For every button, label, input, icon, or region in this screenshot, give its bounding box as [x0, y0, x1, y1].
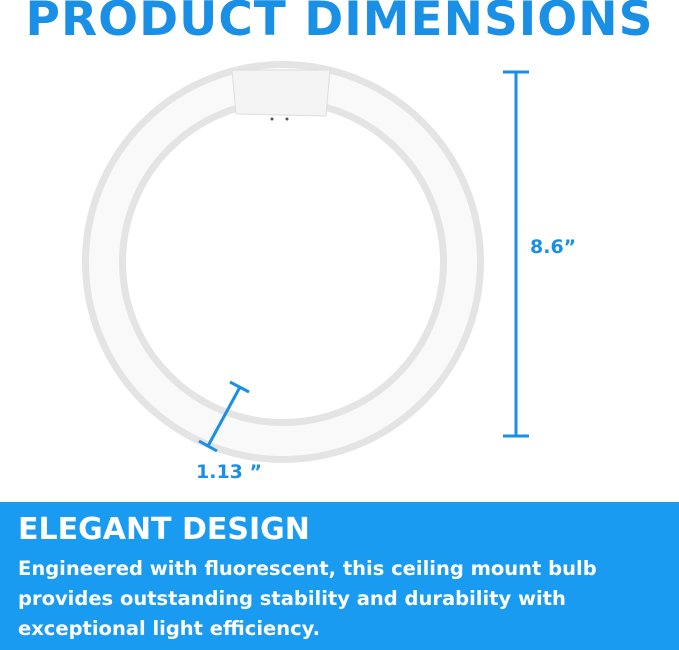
- feature-banner: ELEGANT DESIGN Engineered with fluoresce…: [0, 502, 679, 650]
- diameter-dimension-line: [198, 380, 250, 453]
- banner-body: Engineered with fluorescent, this ceilin…: [18, 557, 597, 640]
- banner-heading: ELEGANT DESIGN: [18, 512, 310, 547]
- height-label: 8.6”: [530, 236, 577, 258]
- circular-bulb: [82, 61, 484, 463]
- tube-diameter-label: 1.13 ”: [196, 461, 262, 483]
- page-title: PRODUCT DIMENSIONS: [25, 0, 654, 47]
- height-dimension-line: [503, 70, 529, 438]
- product-image: [82, 61, 529, 463]
- bulb-connector: [231, 69, 331, 117]
